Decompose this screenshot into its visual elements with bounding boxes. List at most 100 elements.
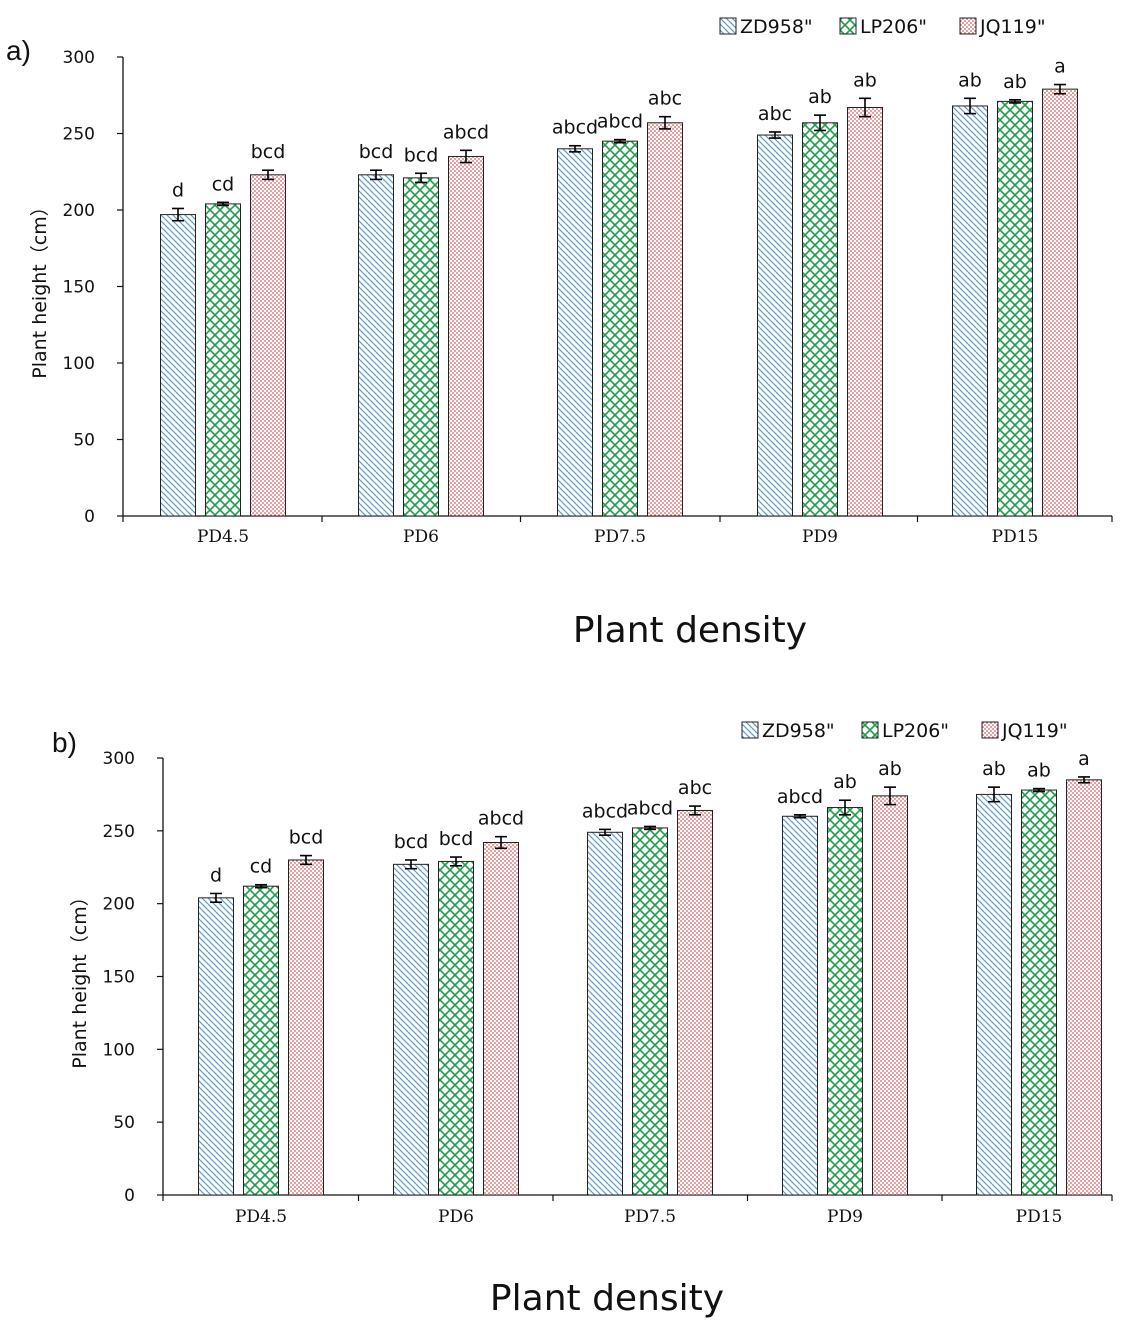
y-tick-label-a: 150: [63, 278, 95, 298]
significance-label-b: bcd: [394, 831, 429, 853]
bar-b: [632, 827, 668, 1196]
significance-label-b: ab: [833, 771, 857, 793]
significance-label-a: bcd: [359, 141, 394, 163]
x-axis-label-b: Plant density: [490, 1278, 724, 1319]
y-axis-label-b: Plant height（cm）: [69, 887, 91, 1068]
significance-label-b: abcd: [777, 786, 823, 808]
legend-swatch-a: [959, 17, 977, 35]
bar-b: [288, 859, 324, 1196]
x-axis-label-a: Plant density: [573, 610, 807, 651]
significance-label-b: d: [210, 864, 222, 886]
significance-label-b: ab: [878, 758, 902, 780]
significance-label-a: a: [1054, 56, 1066, 78]
bar-b: [1066, 779, 1102, 1196]
y-tick-label-b: 200: [103, 895, 135, 915]
legend-label-a: JQ119": [979, 16, 1046, 38]
bar-b: [677, 809, 713, 1196]
bar-b: [782, 815, 818, 1196]
significance-label-b: abc: [678, 777, 712, 799]
significance-label-b: abcd: [627, 797, 673, 819]
significance-label-a: ab: [808, 86, 832, 108]
significance-label-b: bcd: [439, 828, 474, 850]
significance-label-a: abcd: [597, 111, 643, 133]
bar-a: [557, 148, 593, 517]
legend-a: ZD958" LP206" JQ119": [719, 16, 1046, 38]
y-tick-label-a: 50: [73, 431, 95, 451]
significance-label-a: ab: [958, 69, 982, 91]
significance-label-b: ab: [982, 758, 1006, 780]
y-tick-label-b: 150: [103, 968, 135, 988]
legend-swatch-a: [839, 17, 857, 35]
legend-swatch-b: [981, 721, 999, 739]
legend-swatch-a: [719, 17, 737, 35]
x-tick-label-b: PD9: [827, 1207, 863, 1227]
x-tick-label-a: PD15: [992, 527, 1039, 547]
bar-b: [393, 863, 429, 1196]
bar-a: [757, 134, 793, 517]
legend-b: ZD958" LP206" JQ119": [741, 720, 1068, 742]
significance-label-b: cd: [250, 856, 273, 878]
panel-b: b) ZD958" LP206" JQ119" 0 50 100 150 200 250 300…: [52, 720, 1113, 1319]
y-tick-label-b: 300: [103, 749, 135, 769]
significance-label-a: abcd: [443, 121, 489, 143]
significance-label-b: a: [1078, 748, 1090, 770]
y-tick-label-b: 0: [124, 1186, 135, 1206]
significance-label-a: abc: [758, 103, 792, 125]
bar-a: [358, 174, 394, 517]
y-tick-label-a: 100: [63, 354, 95, 374]
significance-label-b: bcd: [289, 827, 324, 849]
significance-label-a: d: [172, 179, 184, 201]
legend-swatch-b: [741, 721, 759, 739]
x-tick-label-a: PD4.5: [197, 527, 249, 547]
bar-a: [802, 122, 838, 517]
y-tick-label-b: 250: [103, 822, 135, 842]
x-tick-label-b: PD7.5: [624, 1207, 676, 1227]
significance-label-a: abcd: [552, 117, 598, 139]
bar-a: [997, 100, 1033, 517]
x-tick-label-b: PD15: [1016, 1207, 1063, 1227]
bar-b: [1021, 789, 1057, 1196]
bar-a: [1042, 88, 1078, 517]
bar-a: [602, 140, 638, 517]
bar-a: [647, 122, 683, 517]
bar-a: [250, 174, 286, 517]
significance-label-a: bcd: [404, 144, 439, 166]
y-tick-label-a: 200: [63, 201, 95, 221]
y-axis-label-a: Plant height（cm）: [29, 197, 51, 378]
legend-label-b: ZD958": [762, 720, 835, 742]
bar-b: [976, 793, 1012, 1196]
y-tick-label-b: 100: [103, 1040, 135, 1060]
legend-label-a: ZD958": [740, 16, 813, 38]
significance-label-b: abcd: [582, 800, 628, 822]
bar-b: [827, 807, 863, 1196]
significance-label-a: ab: [853, 69, 877, 91]
y-tick-label-a: 0: [84, 507, 95, 527]
legend-label-b: LP206": [882, 720, 949, 742]
plot-area-b: 0 50 100 150 200 250 300 PD4.5 PD6 PD7.5 PD9 PD15 d b…: [103, 748, 1113, 1227]
bar-a: [160, 214, 196, 517]
x-tick-label-a: PD7.5: [594, 527, 646, 547]
y-tick-label-b: 50: [113, 1113, 135, 1133]
x-tick-label-b: PD4.5: [235, 1207, 287, 1227]
x-tick-label-b: PD6: [438, 1207, 474, 1227]
y-tick-label-a: 300: [63, 48, 95, 68]
legend-swatch-b: [861, 721, 879, 739]
x-tick-label-a: PD9: [802, 527, 838, 547]
bar-b: [243, 885, 279, 1196]
bar-a: [847, 106, 883, 517]
significance-label-b: ab: [1027, 760, 1051, 782]
panel-label-a: a): [6, 35, 31, 66]
bar-b: [438, 860, 474, 1196]
bar-a: [403, 177, 439, 517]
significance-label-b: abcd: [478, 808, 524, 830]
legend-label-a: LP206": [860, 16, 927, 38]
significance-label-a: bcd: [251, 141, 286, 163]
bar-b: [587, 831, 623, 1196]
significance-label-a: ab: [1003, 71, 1027, 93]
plot-area-a: 0 50 100 150 200 250 300 PD4.5 PD6 PD7.5 PD9 PD15 d b…: [63, 48, 1113, 547]
significance-label-a: abc: [648, 88, 682, 110]
x-tick-label-a: PD6: [403, 527, 439, 547]
bar-b: [198, 897, 234, 1196]
legend-label-b: JQ119": [1001, 720, 1068, 742]
